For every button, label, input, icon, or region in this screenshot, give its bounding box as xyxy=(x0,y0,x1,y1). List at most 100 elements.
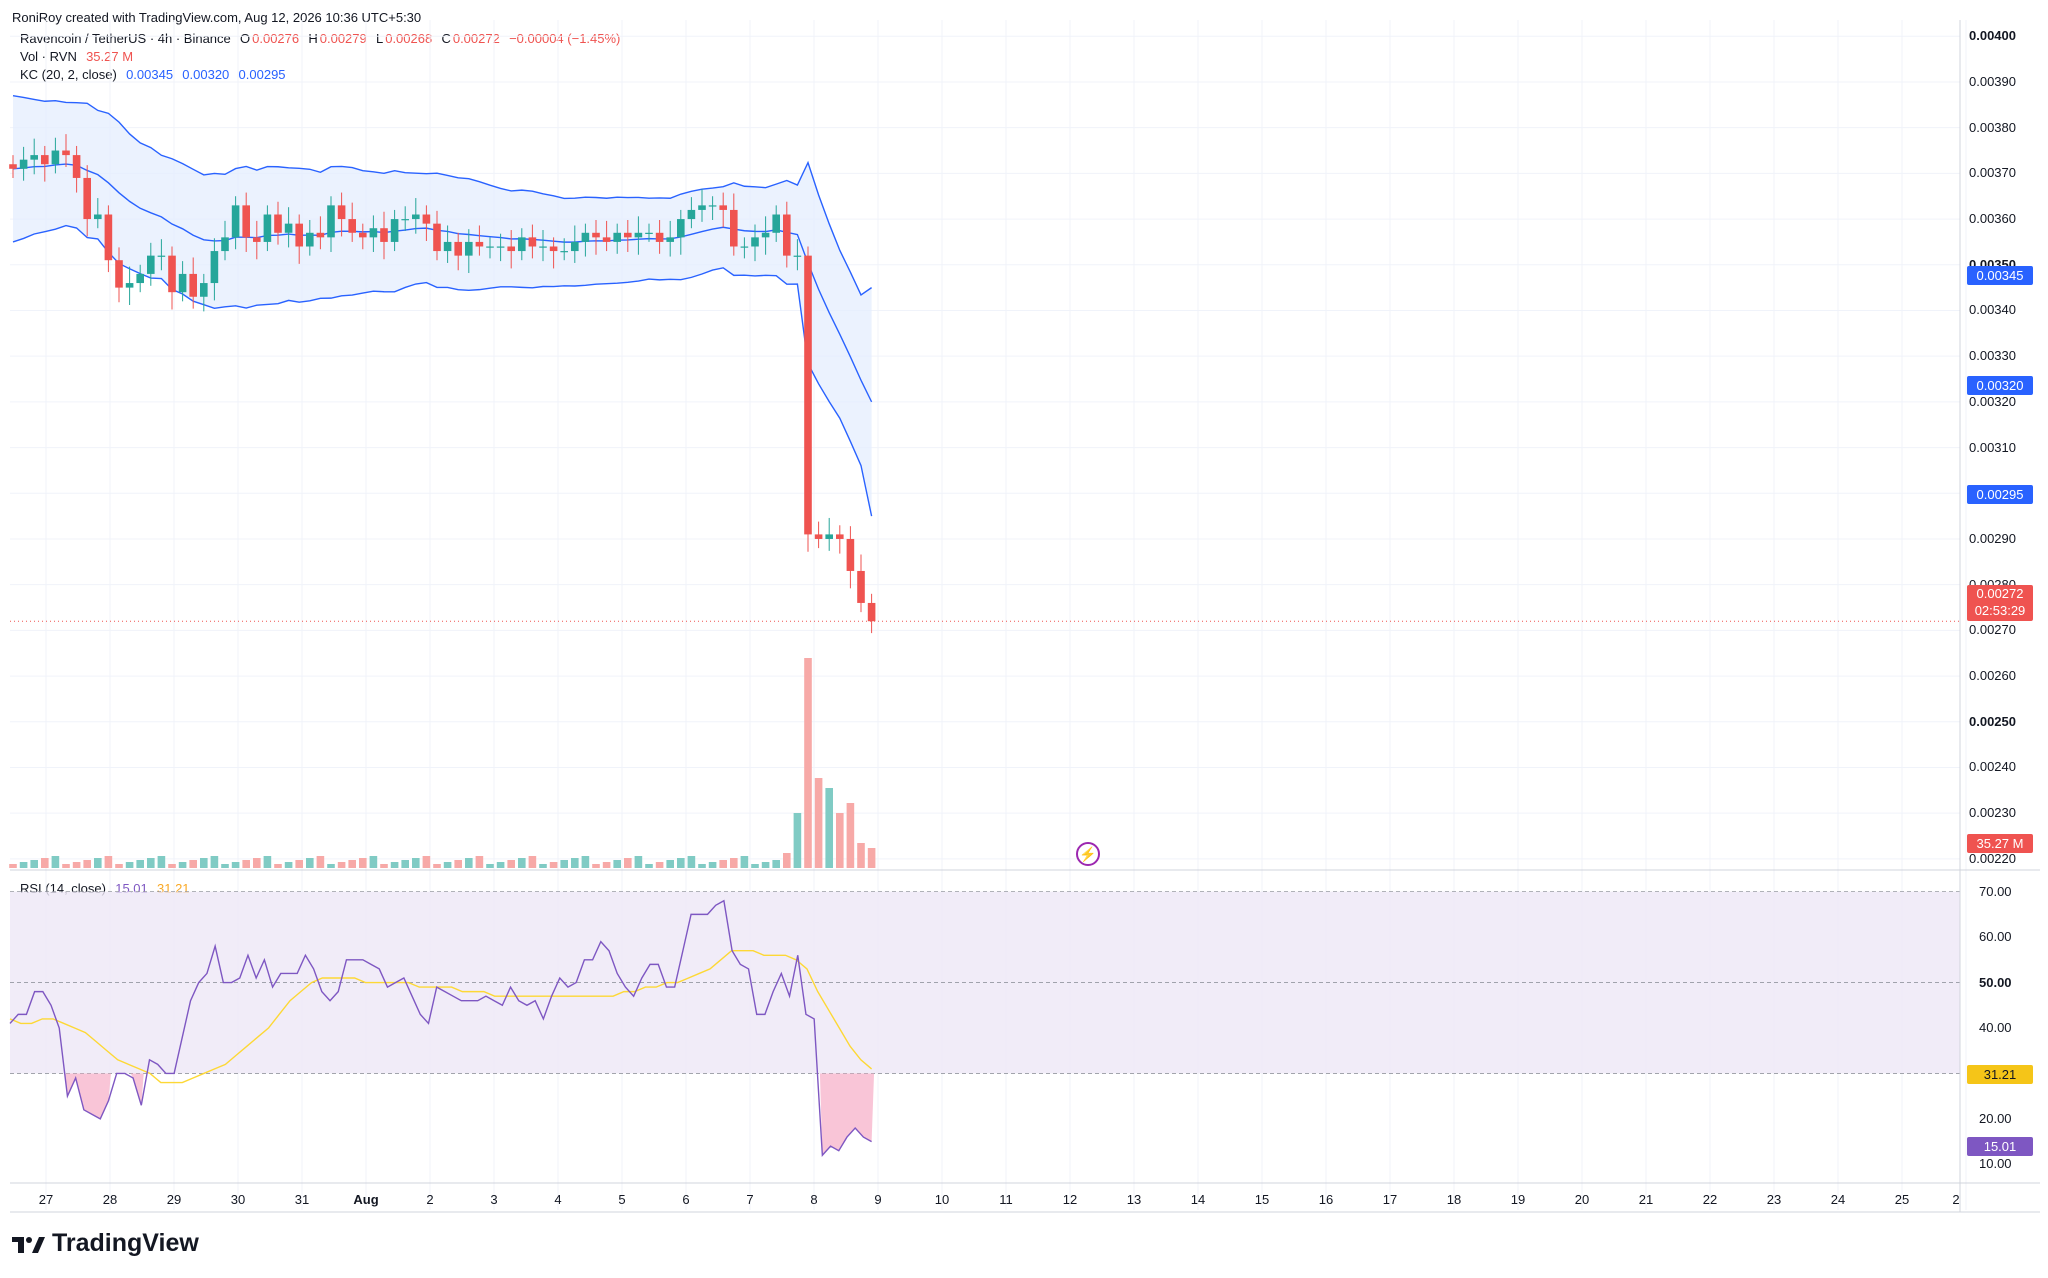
volume-bar xyxy=(772,860,780,868)
volume-bar xyxy=(147,858,155,868)
candle-body xyxy=(401,219,409,221)
price-tick-label: 0.00310 xyxy=(1969,439,2016,455)
time-tick-label: 5 xyxy=(618,1192,626,1207)
volume-bar xyxy=(539,864,547,868)
rsi-tick-label: 70.00 xyxy=(1979,883,2012,899)
candle-body xyxy=(719,205,727,210)
price-tick-label: 0.00240 xyxy=(1969,759,2016,775)
candle-body xyxy=(613,232,621,242)
candle-body xyxy=(210,251,219,284)
volume-bar xyxy=(51,856,60,868)
candle-body xyxy=(284,223,293,233)
candle-body xyxy=(475,241,484,247)
last-price-value: 0.00272 xyxy=(1976,586,2024,601)
candle-body xyxy=(836,534,844,539)
candle-body xyxy=(592,232,600,238)
volume-bar xyxy=(560,860,568,868)
candle-body xyxy=(41,155,49,165)
time-tick-label: 4 xyxy=(554,1192,562,1207)
chart-canvas[interactable] xyxy=(0,0,2048,1230)
time-tick-label: 20 xyxy=(1574,1192,1590,1207)
volume-bar xyxy=(571,858,579,868)
price-tick-label: 0.00260 xyxy=(1969,668,2016,684)
change-value: −0.00004 (−1.45%) xyxy=(509,31,621,46)
candle-body xyxy=(125,283,134,288)
volume-bar xyxy=(666,860,674,868)
time-tick-label: 31 xyxy=(294,1192,310,1207)
rsi-ma-line xyxy=(9,950,873,1084)
candle-body xyxy=(465,241,473,256)
candle-body xyxy=(677,219,685,238)
time-tick-label: 8 xyxy=(810,1192,818,1207)
time-tick-label: 28 xyxy=(102,1192,118,1207)
kc-legend[interactable]: KC (20, 2, close) 0.00345 0.00320 0.0029… xyxy=(20,67,288,82)
lightning-icon[interactable]: ⚡ xyxy=(1076,842,1100,866)
volume-bar xyxy=(295,860,303,868)
volume-bar xyxy=(19,862,28,868)
time-tick-label: 30 xyxy=(230,1192,246,1207)
volume-bar xyxy=(804,658,812,868)
candle-body xyxy=(242,205,250,238)
candle-body xyxy=(359,232,367,238)
volume-bar xyxy=(645,864,653,868)
time-tick-label: 23 xyxy=(1766,1192,1782,1207)
volume-bar xyxy=(581,856,590,868)
price-tick-label: 0.00400 xyxy=(1969,28,2016,44)
candle-body xyxy=(433,223,441,252)
candle-body xyxy=(825,534,833,539)
kc-upper-line xyxy=(12,94,872,297)
candle-body xyxy=(62,150,70,156)
rsi-pane xyxy=(9,891,1960,1157)
candle-body xyxy=(412,214,420,220)
open-label: O xyxy=(240,31,251,46)
volume-bar xyxy=(518,858,526,868)
volume-bar xyxy=(380,864,388,868)
tradingview-logo[interactable]: TradingView xyxy=(12,1229,199,1258)
time-tick-label: 9 xyxy=(874,1192,882,1207)
candle-body xyxy=(655,232,664,242)
time-tick-label: 16 xyxy=(1318,1192,1334,1207)
candle-body xyxy=(549,246,558,252)
price-tick-label: 0.00360 xyxy=(1969,211,2016,227)
time-tick-label: 13 xyxy=(1126,1192,1142,1207)
time-tick-label: 2 xyxy=(426,1192,434,1207)
low-label: L xyxy=(375,31,384,46)
price-tick-label: 0.00270 xyxy=(1969,622,2016,638)
volume-bar xyxy=(655,862,664,868)
rsi-ma-tag: 31.21 xyxy=(1967,1065,2033,1084)
volume-bar xyxy=(814,778,823,868)
price-tick-label: 0.00250 xyxy=(1969,713,2016,729)
volume-bar xyxy=(83,860,91,868)
volume-bar xyxy=(72,862,81,868)
price-tick-label: 0.00320 xyxy=(1969,393,2016,409)
candle-body xyxy=(772,214,780,233)
price-tick-label: 0.00380 xyxy=(1969,119,2016,135)
candle-body xyxy=(263,214,272,242)
rsi-oversold-fill xyxy=(64,1073,111,1119)
candle-body xyxy=(846,538,855,571)
volume-bar xyxy=(359,858,367,868)
low-value: 0.00268 xyxy=(385,31,433,46)
time-tick-label: 12 xyxy=(1062,1192,1078,1207)
candle-body xyxy=(496,246,505,248)
time-tick-label: 29 xyxy=(166,1192,182,1207)
volume-bar xyxy=(592,864,600,868)
candle-body xyxy=(761,232,770,238)
volume-bar xyxy=(104,856,113,868)
time-tick-label: 6 xyxy=(682,1192,690,1207)
volume-bar xyxy=(231,862,240,868)
price-tick-label: 0.00330 xyxy=(1969,348,2016,364)
symbol-title[interactable]: Ravencoin / TetherUS · 4h · Binance xyxy=(20,31,231,46)
candle-body xyxy=(147,255,155,274)
time-tick-label: 27 xyxy=(38,1192,54,1207)
candle-body xyxy=(730,209,738,247)
candle-body xyxy=(157,255,166,257)
candle-body xyxy=(528,237,537,247)
kc-lower-line xyxy=(12,224,873,517)
volume-bar xyxy=(422,856,431,868)
candle-body xyxy=(200,283,208,297)
candle-body xyxy=(94,214,102,220)
candle-body xyxy=(443,241,452,252)
rsi-tick-label: 40.00 xyxy=(1979,1020,2012,1035)
kc-mid-value: 0.00320 xyxy=(182,67,230,82)
